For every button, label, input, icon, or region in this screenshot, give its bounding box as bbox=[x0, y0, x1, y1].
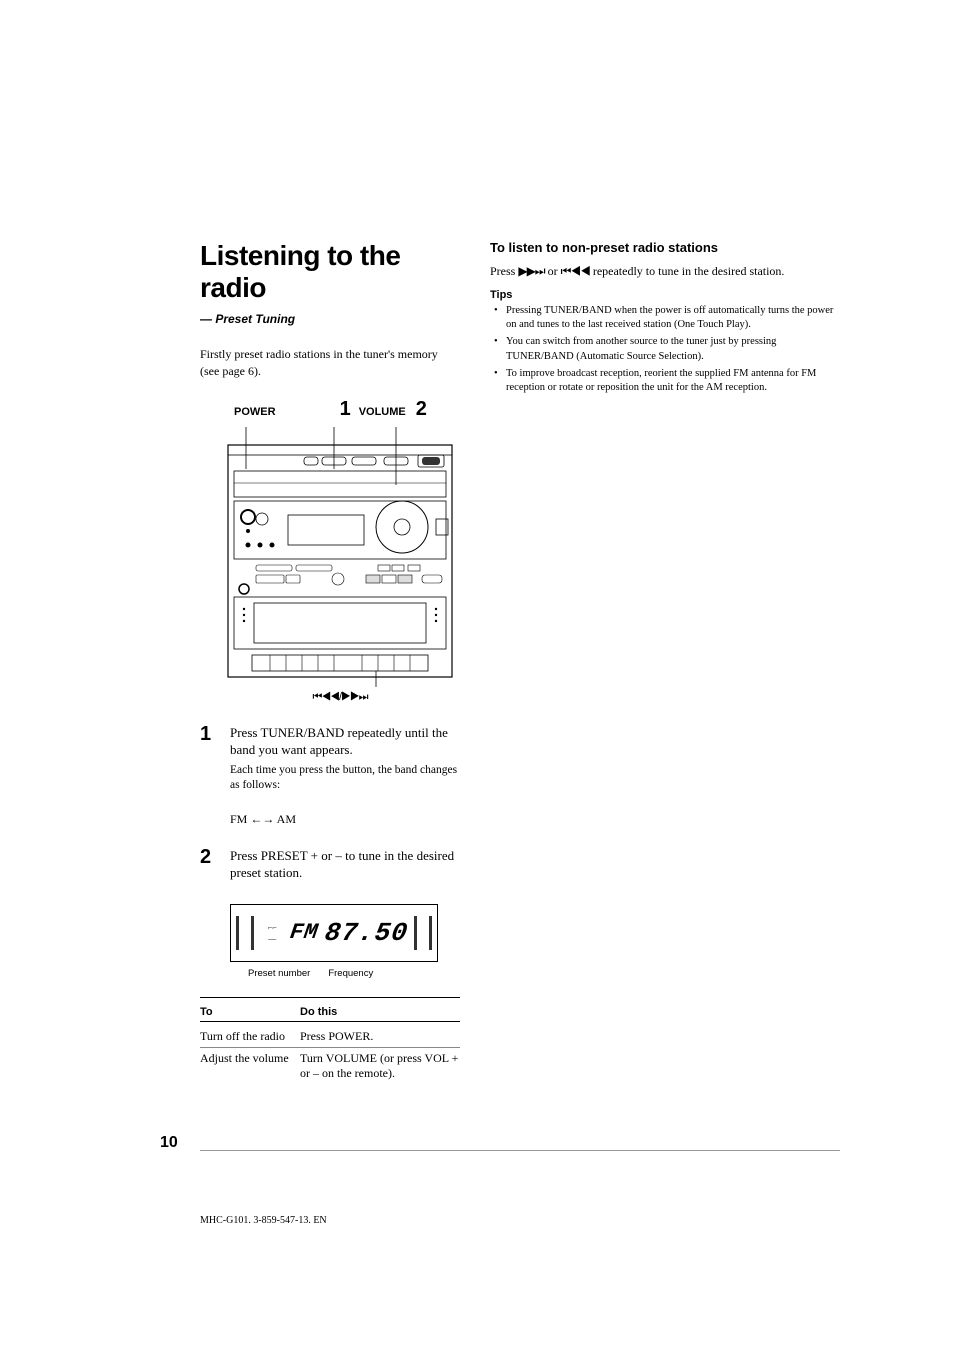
tuner-display: ⌐⌐— FM 87.50 bbox=[230, 904, 438, 962]
tip-item: To improve broadcast reception, reorient… bbox=[498, 367, 840, 395]
label-num-2: 2 bbox=[416, 398, 427, 421]
label-power: POWER bbox=[234, 406, 276, 418]
subtitle: — Preset Tuning bbox=[200, 312, 460, 326]
th-to: To bbox=[200, 1006, 300, 1018]
step-2: 2 Press PRESET + or – to tune in the des… bbox=[200, 847, 460, 886]
footer-text: MHC-G101. 3-859-547-13. EN bbox=[200, 1215, 327, 1226]
cell-do-1: Press POWER. bbox=[300, 1029, 460, 1044]
body-post: repeatedly to tune in the desired statio… bbox=[590, 264, 785, 278]
section-title-nonpreset: To listen to non-preset radio stations bbox=[490, 240, 840, 257]
label-volume: VOLUME bbox=[359, 406, 406, 418]
table-row: Adjust the volume Turn VOLUME (or press … bbox=[200, 1048, 460, 1084]
page-number: 10 bbox=[160, 1134, 178, 1152]
diagram-top-labels: POWER 1 VOLUME 2 bbox=[200, 398, 460, 421]
rew-icon: ⏮◀◀ bbox=[561, 264, 590, 278]
action-table: To Do this Turn off the radio Press POWE… bbox=[200, 1006, 460, 1084]
label-frequency: Frequency bbox=[328, 968, 373, 979]
step-2-number: 2 bbox=[200, 847, 218, 886]
label-num-1: 1 bbox=[340, 398, 351, 421]
step-1: 1 Press TUNER/BAND repeatedly until the … bbox=[200, 724, 460, 794]
display-labels: Preset number Frequency bbox=[248, 968, 460, 979]
table-rule bbox=[200, 997, 460, 998]
th-do-this: Do this bbox=[300, 1006, 460, 1018]
label-preset-number: Preset number bbox=[248, 968, 310, 979]
nonpreset-body: Press ▶▶⏭ or ⏮◀◀ repeatedly to tune in t… bbox=[490, 263, 840, 279]
step-1-lead: Press TUNER/BAND repeatedly until the ba… bbox=[230, 724, 460, 759]
tips-list: Pressing TUNER/BAND when the power is of… bbox=[490, 304, 840, 395]
transport-symbols: ⏮◀◀/▶▶⏭ bbox=[226, 691, 454, 704]
page-title: Listening to the radio bbox=[200, 240, 460, 304]
fwd-icon: ▶▶⏭ bbox=[518, 264, 544, 278]
cell-do-2: Turn VOLUME (or press VOL + or – on the … bbox=[300, 1051, 460, 1081]
cell-to-1: Turn off the radio bbox=[200, 1029, 300, 1044]
step-1-note: Each time you press the button, the band… bbox=[230, 763, 460, 794]
cell-to-2: Adjust the volume bbox=[200, 1051, 300, 1081]
step-2-lead: Press PRESET + or – to tune in the desir… bbox=[230, 847, 460, 882]
display-freq: 87.50 bbox=[323, 918, 410, 948]
body-pre: Press bbox=[490, 264, 518, 278]
tips-heading: Tips bbox=[490, 289, 840, 301]
body-mid: or bbox=[545, 264, 561, 278]
tip-item: You can switch from another source to th… bbox=[498, 335, 840, 363]
fm-am-cycle: FM ←→ AM bbox=[230, 812, 460, 827]
tip-item: Pressing TUNER/BAND when the power is of… bbox=[498, 304, 840, 332]
device-diagram bbox=[226, 427, 454, 687]
footer-rule bbox=[200, 1150, 840, 1151]
display-band: FM bbox=[289, 920, 321, 945]
intro-text: Firstly preset radio stations in the tun… bbox=[200, 346, 460, 380]
step-1-number: 1 bbox=[200, 724, 218, 794]
table-row: Turn off the radio Press POWER. bbox=[200, 1026, 460, 1048]
